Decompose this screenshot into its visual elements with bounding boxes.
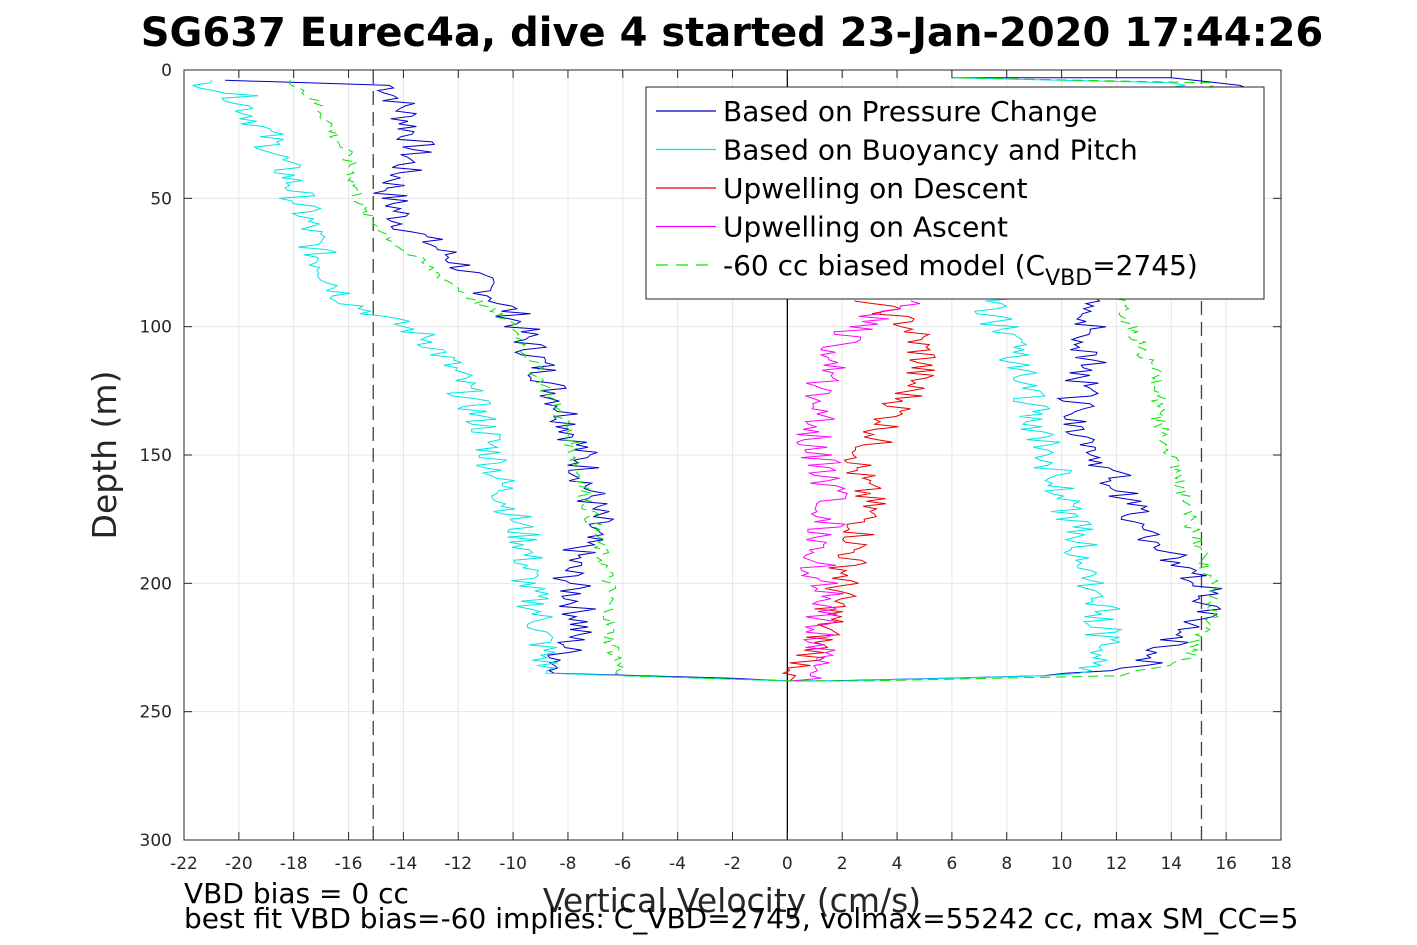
- legend-label: -60 cc biased model (CVBD=2745): [723, 249, 1198, 291]
- y-axis-label: Depth (m): [85, 371, 124, 540]
- x-tick-label: 16: [1215, 854, 1237, 874]
- x-tick-label: 18: [1270, 854, 1292, 874]
- x-tick-label: -22: [170, 854, 198, 874]
- y-tick-label: 250: [140, 703, 172, 723]
- series-line-2: [781, 300, 936, 682]
- x-tick-label: 4: [892, 854, 903, 874]
- legend-label: Upwelling on Descent: [723, 172, 1028, 205]
- y-tick-label: 150: [140, 446, 172, 466]
- chart-title: SG637 Eurec4a, dive 4 started 23-Jan-202…: [141, 10, 1324, 56]
- series-line-3: [792, 300, 921, 682]
- y-tick-label: 0: [161, 61, 172, 81]
- x-ticks: -22 -20 -18 -16 -14 -12 -10 -8 -6 -4 -2 0 2 4 6 8 10 12 14…: [170, 70, 1292, 874]
- legend-label: Based on Pressure Change: [723, 95, 1097, 128]
- y-tick-label: 50: [150, 189, 172, 209]
- x-tick-label: 0: [782, 854, 793, 874]
- legend-label: Based on Buoyancy and Pitch: [723, 134, 1138, 167]
- x-tick-label: 10: [1051, 854, 1073, 874]
- x-tick-label: -12: [444, 854, 472, 874]
- y-tick-label: 300: [140, 831, 172, 851]
- y-tick-label: 200: [140, 574, 172, 594]
- x-tick-label: -20: [225, 854, 253, 874]
- x-tick-label: 6: [946, 854, 957, 874]
- x-tick-label: -16: [335, 854, 363, 874]
- x-tick-label: -14: [390, 854, 418, 874]
- x-tick-label: -4: [669, 854, 686, 874]
- legend-box: [645, 86, 1265, 300]
- x-tick-label: 2: [837, 854, 848, 874]
- legend-label: Upwelling on Ascent: [723, 211, 1008, 244]
- legend: Based on Pressure Change Based on Buoyanc…: [645, 86, 1265, 300]
- x-tick-label: -18: [280, 854, 308, 874]
- y-tick-label: 100: [140, 318, 172, 338]
- x-tick-label: -2: [724, 854, 741, 874]
- y-ticks: 0 50 100 150 200 250 300: [140, 61, 1281, 851]
- x-tick-label: 12: [1106, 854, 1128, 874]
- x-tick-label: 14: [1160, 854, 1182, 874]
- x-tick-label: -8: [559, 854, 576, 874]
- x-tick-label: 8: [1001, 854, 1012, 874]
- footer-line-1: VBD bias = 0 cc: [184, 877, 409, 910]
- footer-line-2: best fit VBD bias=-60 implies: C_VBD=274…: [184, 902, 1298, 935]
- x-axis-label: Vertical Velocity (cm/s): [543, 881, 921, 920]
- x-tick-label: -6: [614, 854, 631, 874]
- x-tick-label: -10: [499, 854, 527, 874]
